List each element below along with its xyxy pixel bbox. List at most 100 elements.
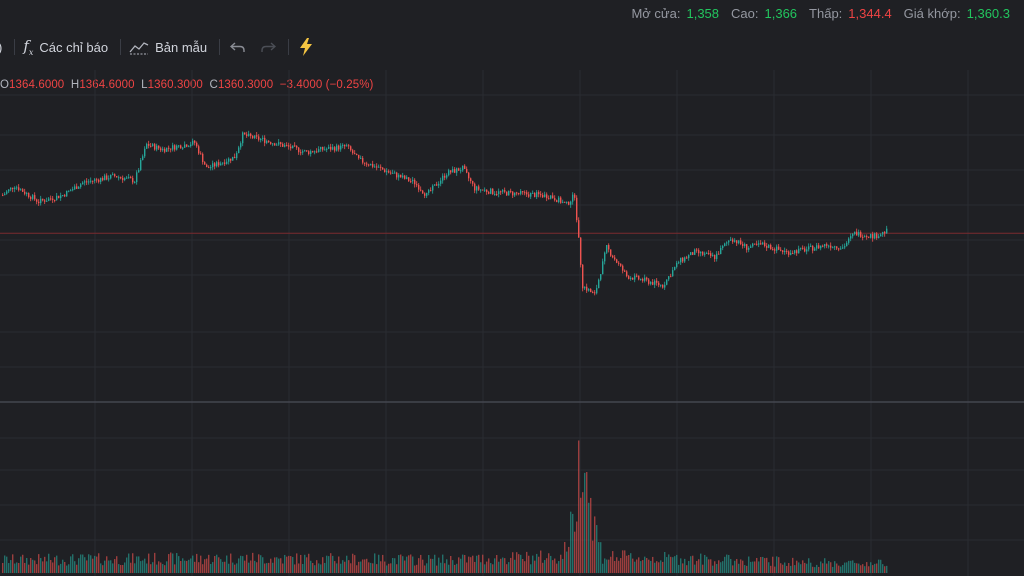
volume-bar xyxy=(454,564,456,573)
volume-bar xyxy=(294,564,296,573)
candle xyxy=(70,188,72,192)
candle xyxy=(580,237,582,268)
candle xyxy=(154,142,156,151)
candle xyxy=(366,161,368,167)
volume-bar xyxy=(138,556,140,573)
candle-body xyxy=(66,190,68,197)
candle-body xyxy=(188,146,190,148)
candle-body xyxy=(722,246,724,249)
candle-body xyxy=(96,179,98,181)
candle xyxy=(456,167,458,176)
volume-bar xyxy=(682,563,684,573)
volume-bar xyxy=(174,564,176,573)
volume-bar xyxy=(702,564,704,573)
candle xyxy=(690,251,692,256)
candle xyxy=(174,144,176,152)
candle-body xyxy=(204,162,206,165)
candle-body xyxy=(796,250,798,254)
volume-bar xyxy=(30,558,32,573)
candle xyxy=(750,244,752,248)
volume-bar xyxy=(494,558,496,573)
candle-body xyxy=(758,243,760,245)
candle-body xyxy=(112,174,114,176)
volume-bar xyxy=(860,565,862,573)
candle-body xyxy=(314,151,316,153)
volume-bar xyxy=(172,553,174,573)
volume-bar xyxy=(178,556,180,573)
candle-body xyxy=(740,240,742,245)
candle xyxy=(440,177,442,187)
candle-body xyxy=(526,192,528,195)
volume-bar xyxy=(780,563,782,573)
candle-body xyxy=(684,257,686,262)
candle xyxy=(480,189,482,193)
candle xyxy=(236,151,238,161)
candle-body xyxy=(556,200,558,203)
candle xyxy=(358,154,360,160)
candle xyxy=(632,277,634,280)
candle-body xyxy=(628,276,630,279)
volume-bar xyxy=(738,563,740,573)
candle-body xyxy=(118,177,120,179)
candle-body xyxy=(884,231,886,234)
candle xyxy=(374,164,376,168)
candle-body xyxy=(428,190,430,193)
candle-body xyxy=(382,167,384,170)
candle-body xyxy=(70,190,72,192)
templates-button[interactable]: Bản mẫu xyxy=(129,39,207,55)
candle xyxy=(618,261,620,266)
candle xyxy=(766,242,768,251)
candle xyxy=(570,200,572,208)
candle xyxy=(654,279,656,289)
candle-body xyxy=(38,201,40,204)
volume-bar xyxy=(274,557,276,573)
volume-bar xyxy=(784,562,786,573)
candle xyxy=(790,249,792,256)
candle xyxy=(336,143,338,152)
candle-body xyxy=(208,167,210,169)
indicators-button[interactable]: fx Các chỉ báo xyxy=(23,37,108,57)
volume-bar xyxy=(730,558,732,573)
candle-body xyxy=(368,164,370,166)
candle-body xyxy=(30,197,32,199)
volume-bar xyxy=(32,559,34,573)
volume-bar xyxy=(816,564,818,573)
candle-body xyxy=(726,242,728,244)
candle xyxy=(110,174,112,180)
candle-body xyxy=(880,234,882,237)
candle xyxy=(402,172,404,179)
volume-bar xyxy=(472,555,474,573)
quick-trade-button[interactable] xyxy=(299,38,313,56)
candle-body xyxy=(372,164,374,167)
candle-body xyxy=(378,166,380,168)
volume-bar xyxy=(308,553,310,573)
candle xyxy=(210,164,212,171)
candle-body xyxy=(58,195,60,199)
volume-bar xyxy=(878,559,880,573)
candle-body xyxy=(868,236,870,238)
volume-bar xyxy=(160,562,162,573)
candle-body xyxy=(882,231,884,235)
candle-body xyxy=(698,250,700,254)
candle xyxy=(38,199,40,206)
candle-body xyxy=(386,171,388,173)
redo-button[interactable] xyxy=(260,40,277,54)
volume-bar xyxy=(744,565,746,573)
volume-bar xyxy=(376,564,378,573)
candle xyxy=(676,260,678,269)
candle xyxy=(856,228,858,236)
candle xyxy=(386,168,388,176)
candle xyxy=(16,185,18,190)
candle-body xyxy=(174,145,176,150)
candle-body xyxy=(452,169,454,173)
toolbar-clipped-item[interactable]: ) xyxy=(0,40,2,55)
volume-bar xyxy=(336,563,338,573)
undo-button[interactable] xyxy=(230,40,246,54)
candle xyxy=(518,192,520,196)
candle xyxy=(514,192,516,197)
candle-body xyxy=(396,172,398,178)
volume-bar xyxy=(852,560,854,573)
candle xyxy=(678,260,680,265)
candle-body xyxy=(126,177,128,179)
